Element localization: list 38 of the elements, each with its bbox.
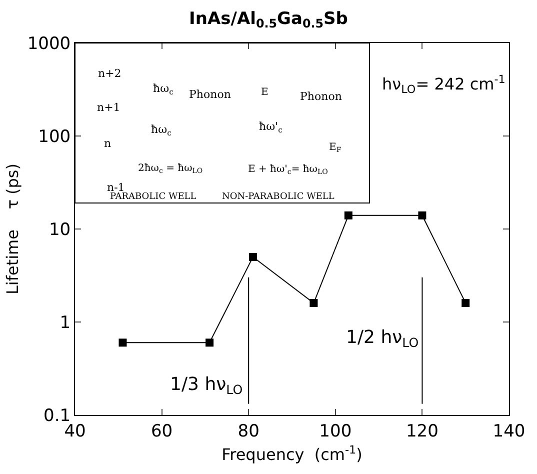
ref-line-label: 1/3 hν$_{LO}$ [170,374,243,397]
y-tick-label: 1000 [27,34,71,54]
y-tick-label: 10 [48,220,71,240]
annotation: ħω$_{c}$ [153,82,174,96]
point [248,253,257,261]
annotation: ħω$_{c}$ [151,123,172,138]
annotation: n+2 [98,67,122,80]
annotation: n-1 [107,181,125,194]
point [462,299,470,308]
annotation: 2ħω$_{c}$ = ħω$_{LO}$ [138,163,203,176]
y-tick-label: 100 [38,126,71,147]
annotation: Phonon [300,90,342,103]
annotation: ħω'$_{c}$ [259,120,282,134]
annotation: Phonon [189,88,231,101]
x-axis-title: Frequency (cm$^{-1}$) [222,443,362,464]
annotation: n [104,137,112,150]
point [418,211,426,220]
x-tick-label: 120 [406,421,438,442]
y-tick-label: 1 [60,312,71,333]
annotation: E [261,87,268,98]
x-tick-label: 140 [492,421,526,442]
x-tick-label: 80 [238,421,260,442]
annotation: hν$_{LO}$= 242 cm$^{-1}$ [382,73,506,96]
x-tick-label: 100 [319,421,352,442]
point [118,338,127,347]
annotation: PARABOLIC WELL [110,192,196,202]
point [206,338,214,347]
annotation: E + ħω'$_{c}$= ħω$_{LO}$ [248,164,328,176]
annotation: n+1 [97,101,120,114]
annotation: NON-PARABOLIC WELL [222,192,334,202]
y-axis-title: Lifetime τ (ps) [3,163,22,295]
x-tick-label: 40 [64,421,86,442]
annotation: E$_{F}$ [329,142,342,154]
point [310,299,318,308]
x-tick-label: 60 [150,421,173,442]
ref-line-label: 1/2 hν$_{LO}$ [346,327,419,350]
point [344,211,352,220]
chart-title: InAs/Al$_{0.5}$Ga$_{0.5}$Sb [189,8,348,30]
